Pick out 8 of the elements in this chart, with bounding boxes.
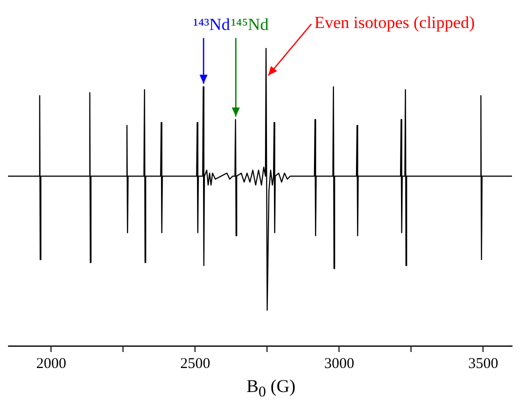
annotation: Even isotopes (clipped) (314, 13, 475, 32)
annotation: ¹⁴³Nd (193, 15, 230, 34)
x-axis-title: B$_{0}$ (G) (245, 376, 296, 402)
annotation: ¹⁴⁵Nd (230, 15, 270, 34)
x-tick-label: 2500 (180, 356, 210, 372)
x-tick-label: 3000 (324, 356, 354, 372)
x-tick-label: 3500 (468, 356, 498, 372)
x-tick-label: 2000 (36, 356, 66, 372)
